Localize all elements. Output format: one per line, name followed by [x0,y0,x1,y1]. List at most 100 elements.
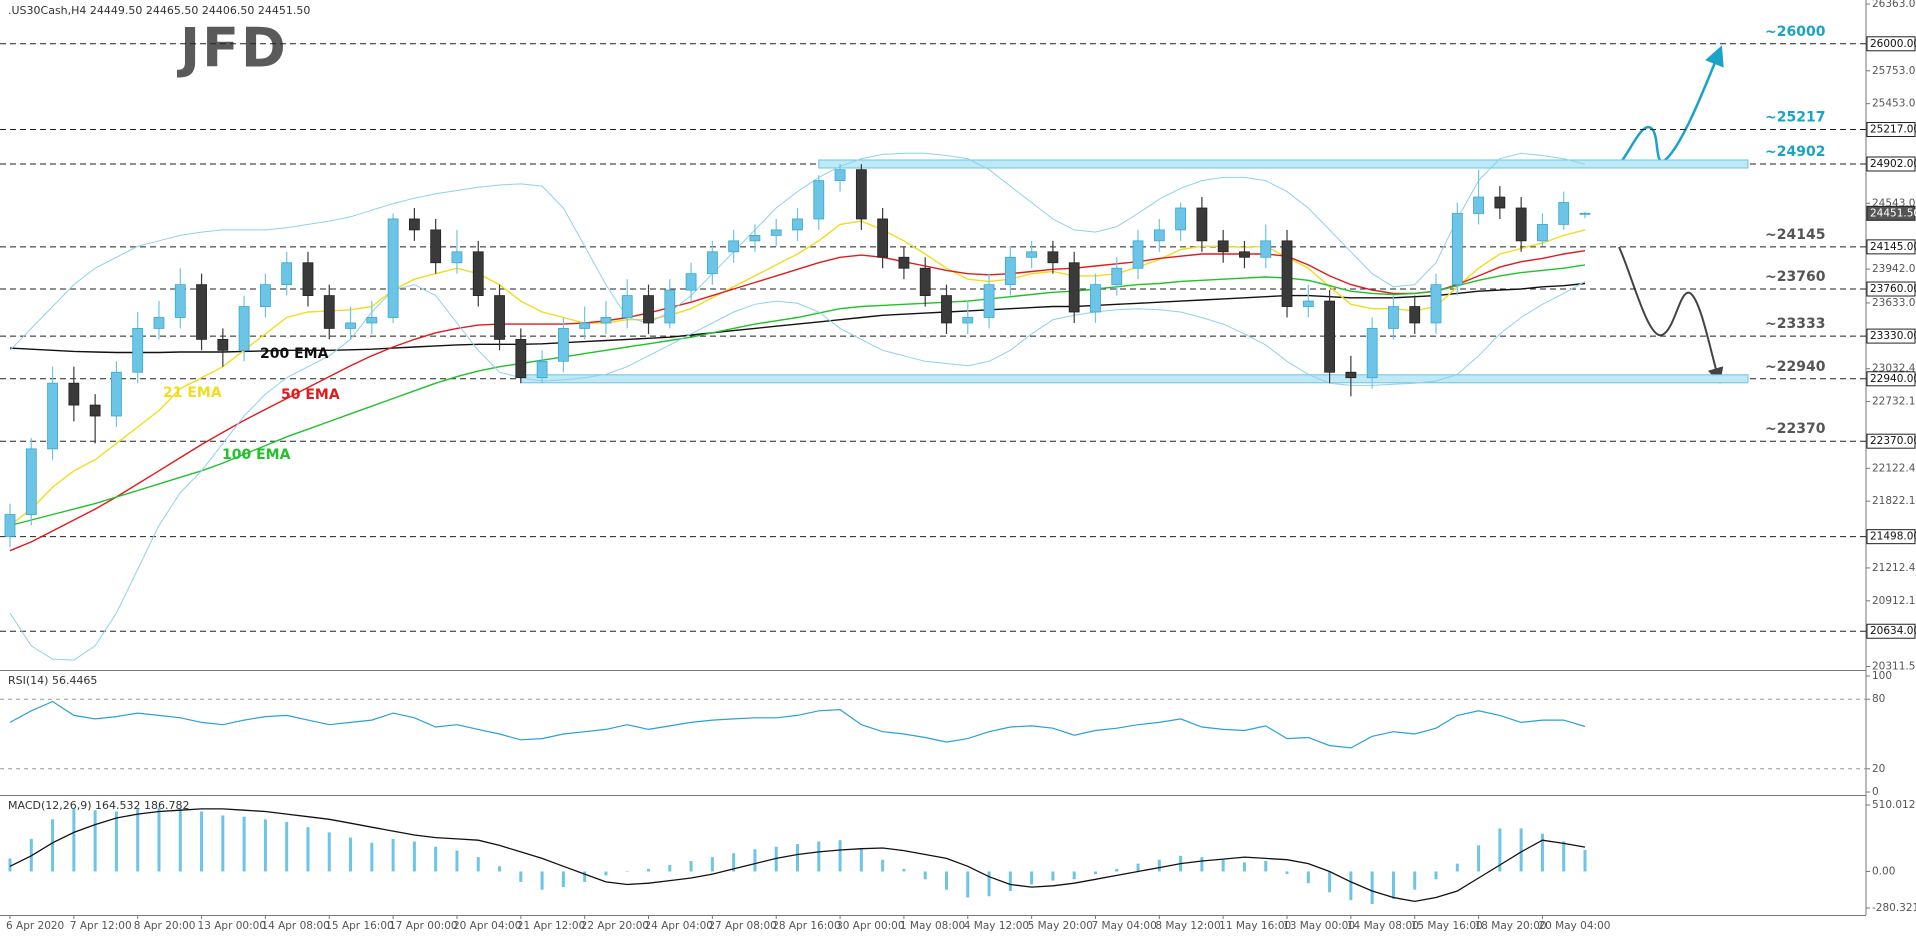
macd-bar [72,808,76,872]
macd-bar [306,827,310,872]
candle-body [1217,240,1229,253]
macd-bar [370,842,374,872]
x-tick-label: 5 May 20:00 [1028,920,1093,932]
macd-bar [1434,871,1438,880]
candle-body [834,169,846,182]
candle-body [1366,328,1378,379]
candle-body [643,295,654,324]
macd-bar [732,853,736,872]
macd-bar [498,866,502,872]
candle-body [153,317,165,329]
candle-body [1132,240,1144,269]
macd-bar [1008,871,1012,892]
y-tick-label: 0.00 [1872,865,1895,877]
signal-line [9,808,1586,903]
candle-body [217,338,229,351]
level-annotation: ~23333 [1765,316,1825,332]
y-tick-label: 25753.00 [1872,65,1916,77]
macd-bar [1115,868,1119,872]
candle-body [706,251,718,275]
x-tick-label: 15 Apr 16:00 [325,920,393,932]
candle-body [430,229,442,264]
level-annotation: ~26000 [1765,24,1826,40]
x-tick-label: 1 May 08:00 [900,920,965,932]
y-tick-label: 100 [1872,670,1892,682]
x-tick-label: 7 May 04:00 [1091,920,1156,932]
level-label: 23330.00 [1870,330,1916,342]
scenario-arrow-up [1618,45,1724,166]
y-tick-label: 22122.40 [1872,462,1916,474]
candle-body [1153,229,1165,242]
candle-body [281,262,293,286]
candle-body [1026,251,1038,258]
macd-bar [285,821,289,872]
candle-body [557,328,569,362]
macd-bar [391,838,395,872]
macd-bar [1051,871,1055,881]
macd-bar [221,815,225,872]
macd-bar [178,808,182,872]
y-tick-label: 25453.00 [1872,98,1916,110]
candle-body [174,284,186,318]
macd-bar [1370,871,1374,905]
level-label-box [1866,529,1916,545]
candle-body [68,382,80,406]
level-label: 25217.00 [1870,124,1916,136]
candle-body [494,295,505,340]
x-tick-label: 11 May 16:00 [1219,920,1291,932]
macd-bar [114,811,118,872]
candle-body [302,262,314,296]
macd-bar [1093,871,1097,875]
macd-bar [412,841,416,872]
macd-bar [1157,859,1161,872]
scenario-arrow-down [1618,246,1724,384]
macd-bar [1455,863,1459,872]
candle-body [111,371,122,417]
level-annotation: ~24902 [1765,144,1825,160]
x-tick-label: 6 Apr 2020 [6,920,64,932]
macd-bar [136,808,140,872]
x-tick-label: 27 Apr 08:00 [708,920,776,932]
candle-body [387,218,399,318]
candle-body [749,234,761,242]
macd-bar [1306,871,1310,884]
candle-body [813,180,825,220]
y-tick-label: 20311.50 [1872,661,1916,673]
candle-body [536,360,548,379]
macd-bar [966,871,970,898]
x-tick-label: 8 May 12:00 [1155,920,1220,932]
macd-bar [1200,857,1204,872]
candle-body [1388,306,1399,329]
level-label: 24902.00 [1870,158,1916,170]
level-label-box [1866,281,1916,297]
x-tick-label: 14 Apr 08:00 [261,920,329,932]
level-label: 22940.00 [1870,373,1916,385]
candle-body [451,251,463,264]
macd-bar [51,819,55,872]
macd-bar [1136,863,1140,872]
indicator-line [9,250,1586,552]
candle-body [1281,240,1293,307]
macd-bar [838,840,842,872]
y-tick-label: -280.321 [1872,902,1916,914]
level-label-box [1866,433,1916,449]
x-tick-label: 13 May 00:00 [1283,920,1355,932]
macd-bar [263,819,267,872]
level-label: 20634.00 [1870,625,1916,637]
range-zone [818,159,1749,169]
candle-body [877,218,889,258]
y-tick-label: 0 [1872,786,1879,798]
x-tick-label: 24 Apr 04:00 [645,920,713,932]
candle-body [600,317,612,324]
macd-bar [859,848,863,872]
candle-body [47,382,58,450]
x-tick-label: 4 May 12:00 [964,920,1029,932]
macd-bar [817,841,821,872]
candle-body [1302,300,1314,307]
level-label: 23760.00 [1870,283,1916,295]
macd-bar [796,844,799,872]
level-label-box [1866,156,1916,172]
macd-bar [1030,871,1034,885]
macd-bar [902,868,906,872]
